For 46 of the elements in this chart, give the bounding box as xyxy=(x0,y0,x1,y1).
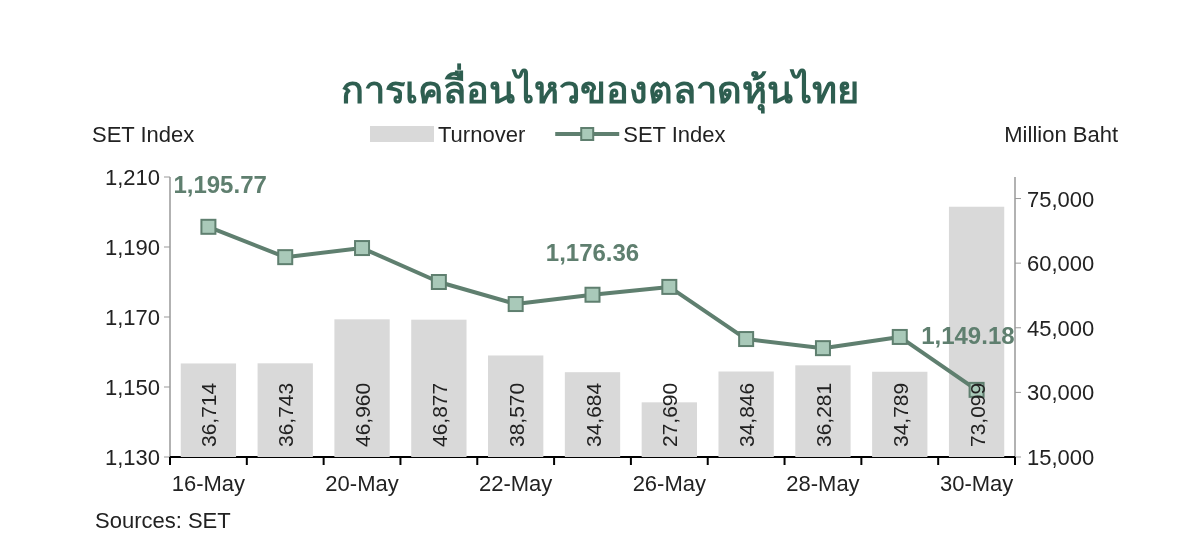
data-label: 1,195.77 xyxy=(173,170,267,198)
y-tick-label: 1,190 xyxy=(104,235,160,260)
y-axis-title: SET Index xyxy=(92,122,195,147)
data-label: 1,176.36 xyxy=(545,238,640,266)
data-label: 34,846 xyxy=(735,382,759,447)
data-label: 46,877 xyxy=(427,382,451,447)
y2-tick-label: 15,000 xyxy=(1027,445,1095,470)
x-tick-label: 16-May xyxy=(171,471,246,496)
data-label: 38,570 xyxy=(504,382,528,447)
x-tick-label: 22-May xyxy=(479,471,553,496)
point xyxy=(354,240,371,257)
source-note: Sources: SET xyxy=(95,508,231,533)
data-label: 1,149.18 xyxy=(921,321,1015,349)
y-tick-label: 1,130 xyxy=(104,445,160,470)
legend-label: SET Index xyxy=(623,122,726,147)
point xyxy=(891,328,908,345)
data-label: 27,690 xyxy=(658,382,682,447)
data-label: 73,099 xyxy=(965,382,989,447)
point xyxy=(661,278,678,295)
data-label: 34,789 xyxy=(888,382,912,447)
x-tick-label: 26-May xyxy=(632,471,706,496)
y2-tick-label: 75,000 xyxy=(1027,186,1095,212)
x-tick-label: 28-May xyxy=(786,471,860,496)
point xyxy=(200,218,217,235)
chart-title: การเคลื่อนไหวของตลาดหุ้นไทย xyxy=(341,63,859,114)
data-label: 34,684 xyxy=(581,382,605,447)
y2-tick-label: 45,000 xyxy=(1027,315,1095,341)
y-tick-label: 1,170 xyxy=(104,305,160,330)
point xyxy=(430,274,447,290)
data-label: 36,281 xyxy=(811,382,835,447)
y2-tick-label: 30,000 xyxy=(1027,380,1095,406)
y-tick-label: 1,150 xyxy=(104,375,160,400)
point xyxy=(584,286,601,303)
data-label: 36,743 xyxy=(274,382,298,447)
data-label: 46,960 xyxy=(351,382,375,447)
data-label: 36,714 xyxy=(197,382,221,447)
y2-tick-label: 60,000 xyxy=(1027,251,1095,277)
point xyxy=(277,249,294,266)
point xyxy=(507,296,524,313)
point xyxy=(814,340,831,357)
x-tick-label: 30-May xyxy=(939,471,1014,496)
y-tick-label: 1,210 xyxy=(104,165,160,190)
x-tick-label: 20-May xyxy=(325,471,399,496)
legend-label: Turnover xyxy=(438,122,526,147)
y2-axis-title: Million Baht xyxy=(1004,122,1118,147)
point xyxy=(738,331,755,348)
